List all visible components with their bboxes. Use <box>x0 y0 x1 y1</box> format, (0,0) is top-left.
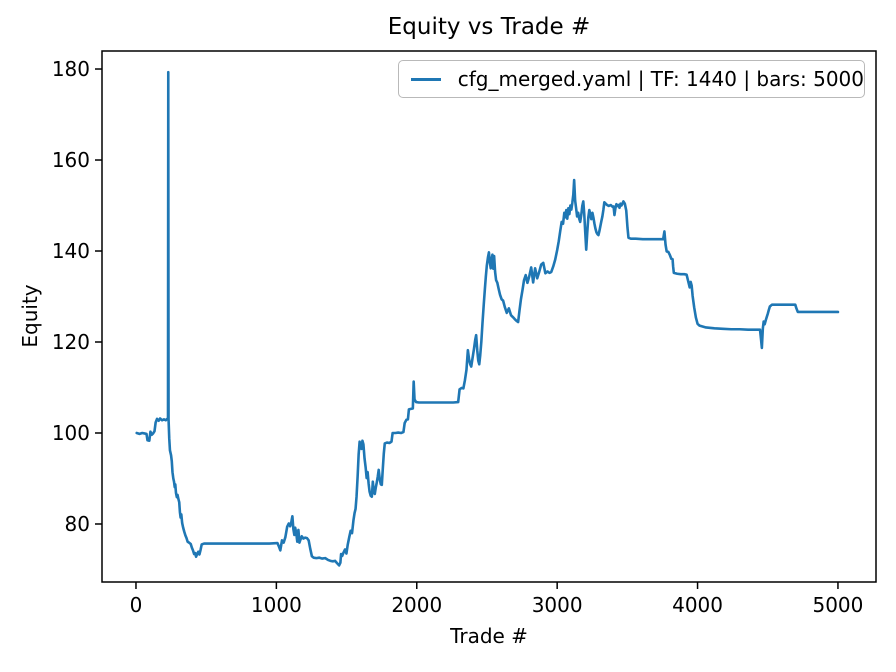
equity-line <box>135 70 840 567</box>
x-tick-label: 4000 <box>672 593 723 617</box>
legend-line-sample-icon <box>411 77 441 81</box>
x-tick-label: 0 <box>130 593 143 617</box>
y-tick-label: 80 <box>65 512 90 536</box>
y-tick-label: 140 <box>52 239 90 263</box>
x-axis-label: Trade # <box>450 624 528 648</box>
y-axis-label: Equity <box>18 284 42 348</box>
y-tick-label: 100 <box>52 421 90 445</box>
legend-label: cfg_merged.yaml | TF: 1440 | bars: 5000 <box>457 67 864 91</box>
axes-spines <box>101 50 877 583</box>
x-tick-label: 5000 <box>812 593 863 617</box>
x-axis-ticks: 0 1000 2000 3000 4000 5000 <box>130 582 863 617</box>
chart-title: Equity vs Trade # <box>387 14 591 40</box>
legend: cfg_merged.yaml | TF: 1440 | bars: 5000 <box>398 60 865 98</box>
x-tick-label: 2000 <box>391 593 442 617</box>
y-tick-label: 180 <box>52 57 90 81</box>
y-axis-ticks: 80 100 120 140 160 180 <box>52 57 102 536</box>
x-tick-label: 1000 <box>251 593 302 617</box>
y-tick-label: 120 <box>52 330 90 354</box>
y-tick-label: 160 <box>52 148 90 172</box>
x-tick-label: 3000 <box>532 593 583 617</box>
